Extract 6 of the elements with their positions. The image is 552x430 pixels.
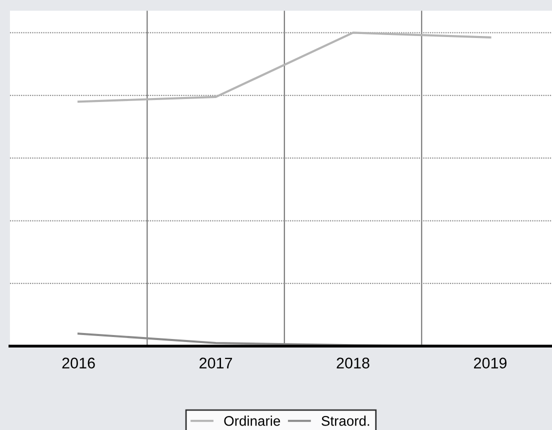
legend-label: Straord.: [322, 416, 370, 426]
legend-label: Ordinarie: [224, 416, 280, 426]
x-tick-label: 2017: [200, 358, 232, 368]
x-tick-label: 2019: [474, 358, 507, 368]
x-tick-label: 2018: [336, 358, 370, 368]
x-tick-label: 2016: [62, 358, 95, 368]
